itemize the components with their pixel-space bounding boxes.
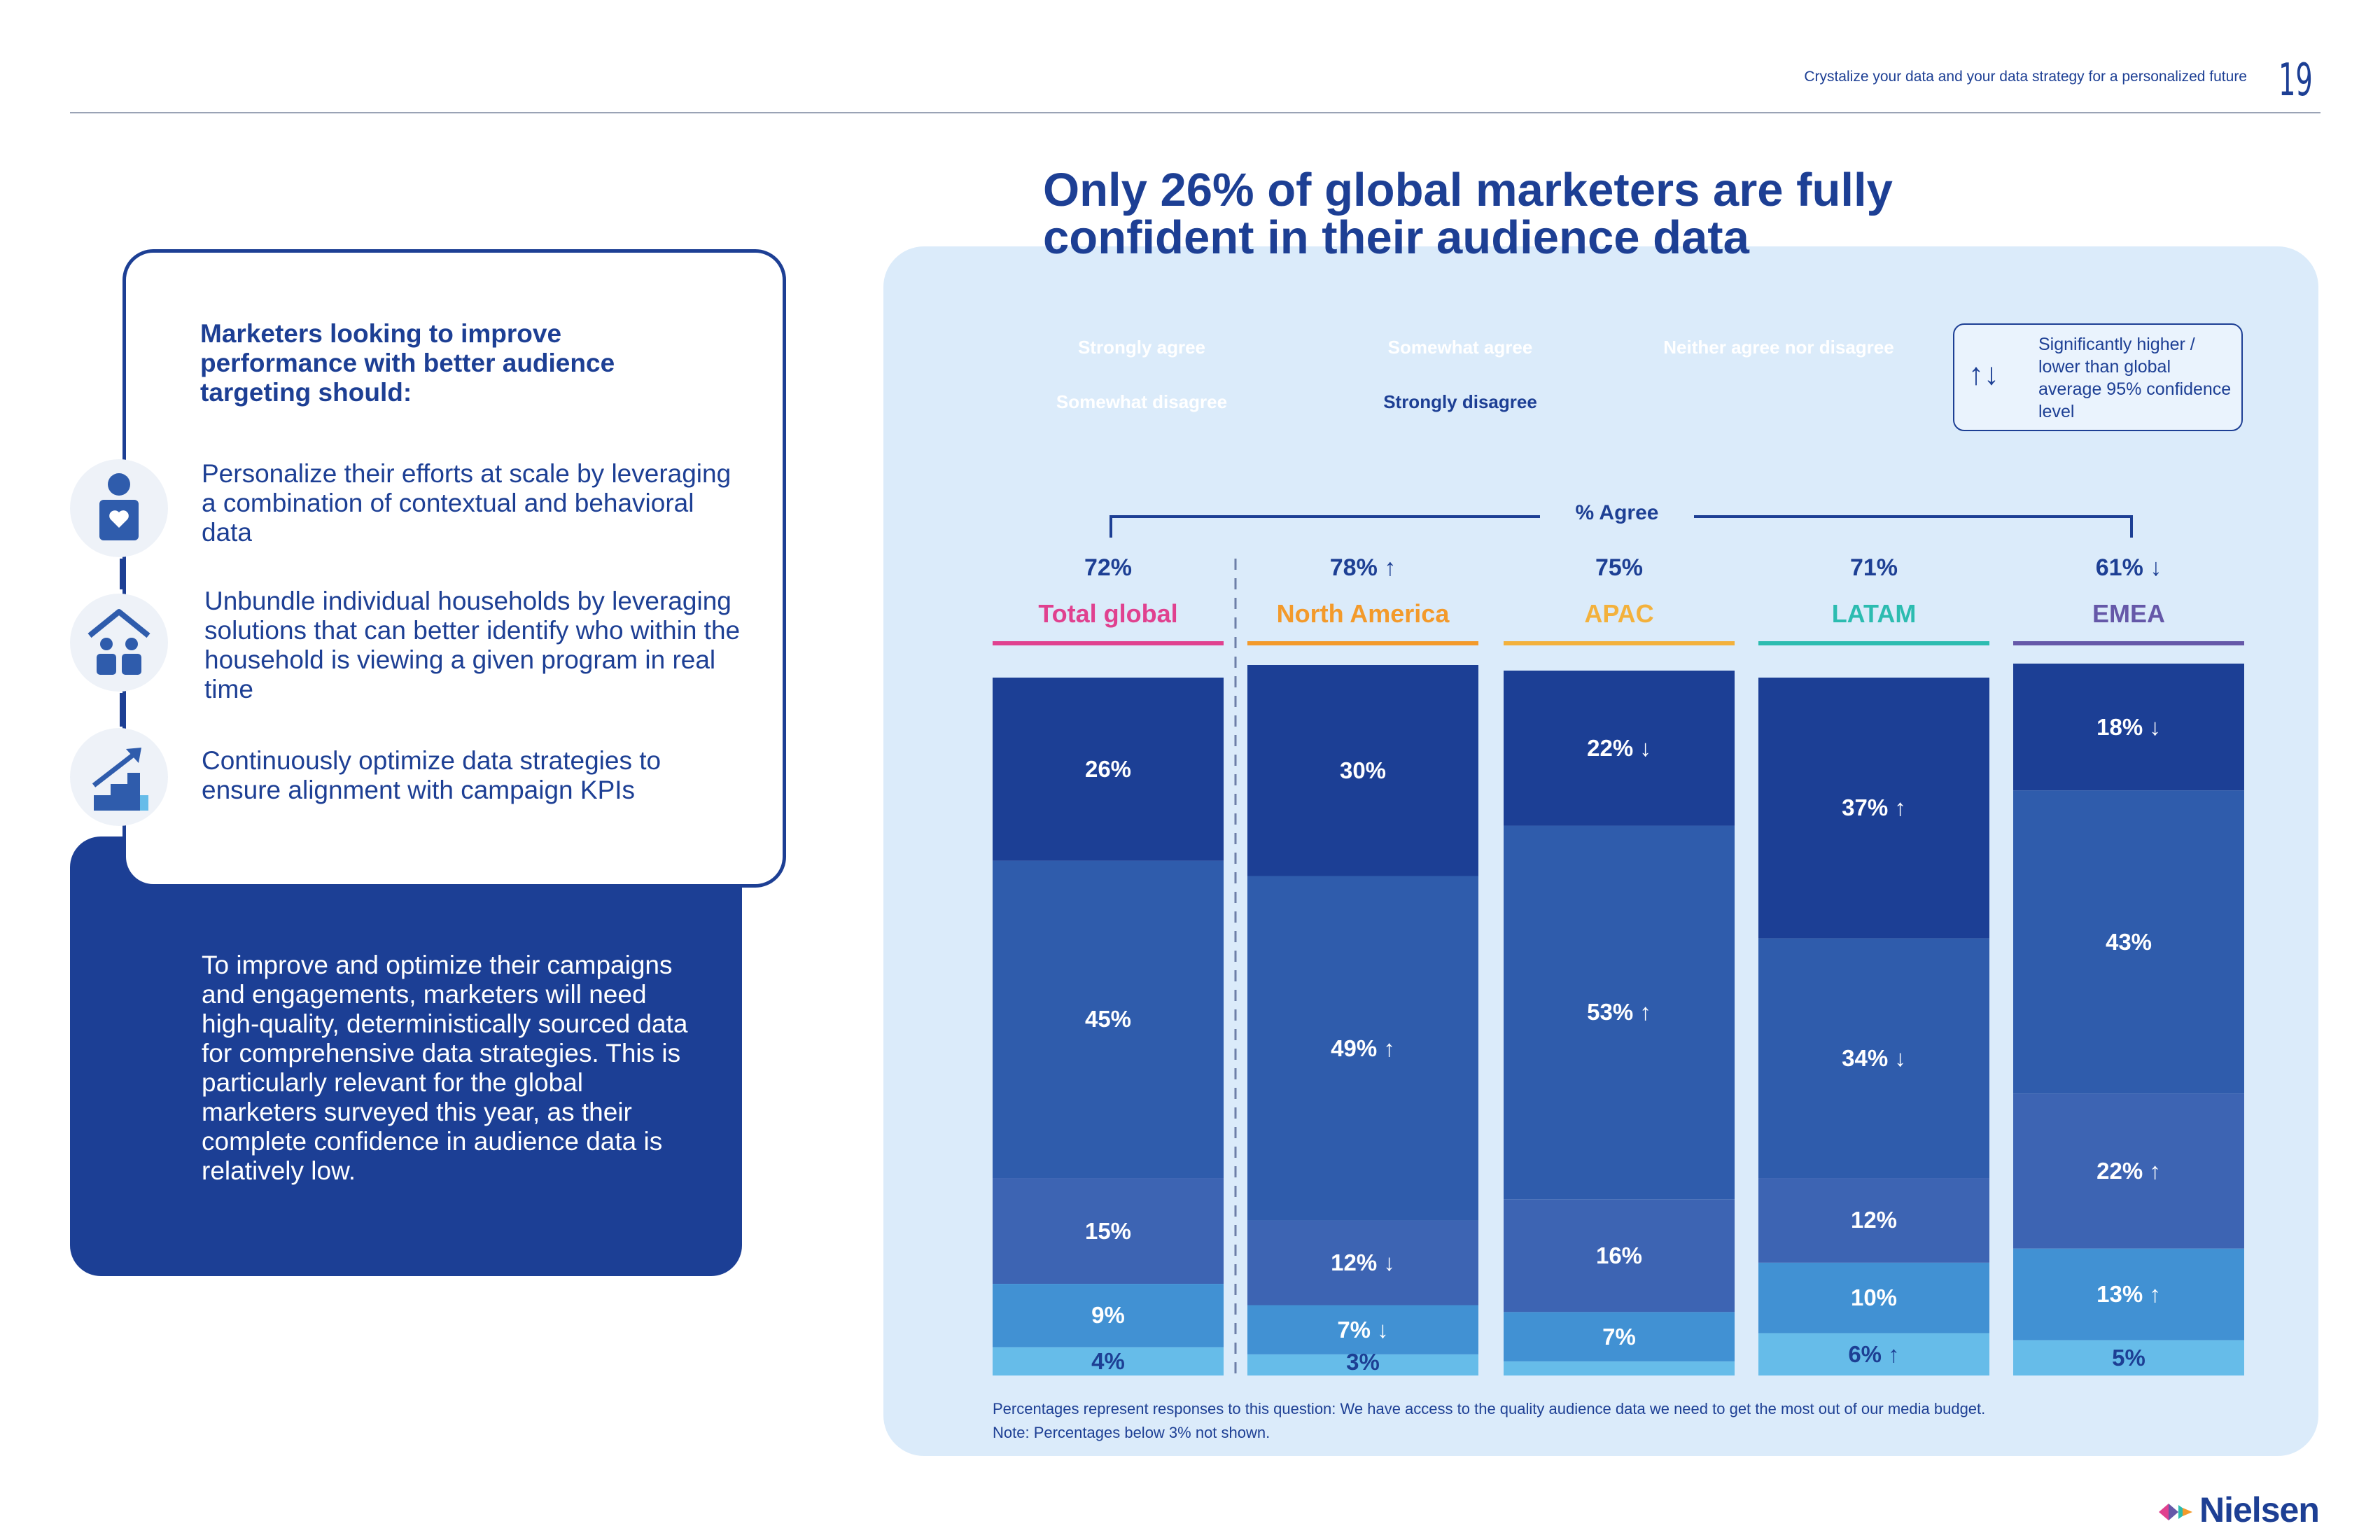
bar-segment bbox=[2013, 1248, 2244, 1340]
bar-segment bbox=[993, 860, 1224, 1179]
chart-footnote: Percentages represent responses to this … bbox=[993, 1397, 1985, 1445]
footnote-question: Percentages represent responses to this … bbox=[993, 1400, 1986, 1418]
data-label: 12% ↓ bbox=[1331, 1250, 1395, 1276]
category-underline bbox=[1758, 641, 1989, 645]
legend-neither: Neither agree nor disagree bbox=[1663, 336, 1894, 358]
recommendations-card bbox=[122, 249, 786, 888]
agree-total-label: 72% bbox=[1084, 554, 1133, 581]
data-label: 4% bbox=[1091, 1348, 1125, 1374]
category-label: APAC bbox=[1584, 599, 1654, 628]
bar-segment bbox=[1758, 1178, 1989, 1263]
bar-segment bbox=[1504, 1361, 1735, 1376]
bar-segment bbox=[1504, 1199, 1735, 1312]
bar-segment bbox=[1758, 1333, 1989, 1376]
bar-segment bbox=[1504, 1312, 1735, 1362]
agree-total-label: 75% bbox=[1595, 554, 1644, 581]
bar-segment bbox=[1504, 671, 1735, 826]
bar-segment bbox=[1504, 825, 1735, 1200]
bar-segment bbox=[2013, 1093, 2244, 1249]
legend-strongly-disagree: Strongly disagree bbox=[1383, 391, 1537, 412]
bar-segment bbox=[993, 678, 1224, 861]
data-label: 18% ↓ bbox=[2096, 713, 2161, 740]
growth-stairs-icon bbox=[70, 728, 168, 826]
data-label: 16% bbox=[1595, 1242, 1643, 1268]
bar-segment bbox=[993, 1347, 1224, 1376]
summary-text: To improve and optimize their campaigns … bbox=[202, 951, 688, 1185]
agree-total-label: 71% bbox=[1849, 554, 1898, 581]
footnote-note: Note: Percentages below 3% not shown. bbox=[993, 1424, 1270, 1441]
data-label: 22% ↓ bbox=[1587, 734, 1651, 761]
category-underline bbox=[2013, 641, 2244, 645]
data-label: 3% bbox=[1346, 1349, 1380, 1375]
significance-key-text: Significantly higher / lower than global… bbox=[2038, 335, 2232, 421]
bar-segment bbox=[1758, 1262, 1989, 1334]
bar-segment bbox=[1247, 1305, 1478, 1354]
bar-segment bbox=[2013, 664, 2244, 791]
card-heading: Marketers looking to improve performance… bbox=[200, 319, 615, 407]
bar-segment bbox=[1247, 665, 1478, 876]
data-label: 34% ↓ bbox=[1842, 1044, 1906, 1071]
timeline-connector bbox=[120, 693, 122, 727]
page-number: 19 bbox=[2278, 55, 2313, 106]
data-label: 53% ↑ bbox=[1587, 999, 1651, 1026]
legend-somewhat-agree: Somewhat agree bbox=[1387, 336, 1533, 358]
data-label: 13% ↑ bbox=[2096, 1281, 2161, 1308]
data-label: 37% ↑ bbox=[1842, 794, 1906, 821]
header-divider bbox=[70, 112, 2320, 113]
person-heart-icon bbox=[70, 459, 168, 557]
chart-title: Only 26% of global marketers are fully c… bbox=[987, 167, 2023, 262]
data-label: 15% bbox=[1084, 1217, 1132, 1244]
chart-title-text: Only 26% of global marketers are fully c… bbox=[1043, 164, 1893, 264]
data-label: 5% bbox=[2112, 1344, 2146, 1371]
category-label: EMEA bbox=[2092, 599, 2165, 628]
data-label: 26% bbox=[1084, 755, 1132, 782]
timeline-connector bbox=[120, 559, 122, 589]
data-label: 22% ↑ bbox=[2096, 1157, 2161, 1184]
bar-segment bbox=[1247, 1354, 1478, 1376]
data-label: 30% bbox=[1339, 757, 1387, 783]
nielsen-logo-text: Nielsen bbox=[2199, 1490, 2320, 1530]
data-label: 7% ↓ bbox=[1337, 1316, 1389, 1343]
bar-segment bbox=[993, 1178, 1224, 1284]
bar-segment bbox=[1758, 938, 1989, 1179]
data-label: 49% ↑ bbox=[1331, 1035, 1395, 1061]
legend-somewhat-disagree: Somewhat disagree bbox=[1056, 391, 1228, 412]
header-subtitle: Crystalize your data and your data strat… bbox=[1804, 69, 2247, 85]
data-label: 45% bbox=[1084, 1006, 1132, 1032]
household-icon bbox=[70, 594, 168, 692]
legend-strongly-agree: Strongly agree bbox=[1077, 336, 1206, 358]
bullet-text-3: Continuously optimize data strategies to… bbox=[202, 746, 662, 804]
category-underline bbox=[993, 641, 1224, 645]
data-label: 9% bbox=[1091, 1302, 1125, 1329]
significance-key bbox=[1953, 323, 2243, 431]
category-underline bbox=[1504, 641, 1735, 645]
bullet-text-1: Personalize their efforts at scale by le… bbox=[202, 459, 732, 547]
bar-segment bbox=[993, 1284, 1224, 1348]
agree-group-label: % Agree bbox=[1540, 501, 1694, 525]
data-label: 12% bbox=[1850, 1207, 1898, 1233]
category-underline bbox=[1247, 641, 1478, 645]
bar-segment bbox=[2013, 790, 2244, 1094]
data-label: 7% bbox=[1602, 1323, 1636, 1350]
summary-box bbox=[70, 836, 742, 1276]
category-label: LATAM bbox=[1831, 599, 1917, 628]
category-label: Total global bbox=[1038, 599, 1178, 628]
category-label: North America bbox=[1276, 599, 1450, 628]
nielsen-logo-icon bbox=[2159, 1504, 2192, 1520]
bar-segment bbox=[1758, 678, 1989, 939]
bar-segment bbox=[2013, 1340, 2244, 1376]
data-label: 43% bbox=[2105, 928, 2152, 955]
data-label: 6% ↑ bbox=[1848, 1340, 1900, 1367]
bar-segment bbox=[1247, 876, 1478, 1221]
agree-total-label: 78% ↑ bbox=[1329, 554, 1396, 581]
up-down-arrow-icon: ↑↓ bbox=[1968, 357, 1999, 391]
data-label: 10% bbox=[1850, 1284, 1898, 1311]
bar-segment bbox=[1247, 1220, 1478, 1306]
agree-total-label: 61% ↓ bbox=[2095, 554, 2162, 581]
bullet-text-2: Unbundle individual households by levera… bbox=[204, 587, 741, 704]
